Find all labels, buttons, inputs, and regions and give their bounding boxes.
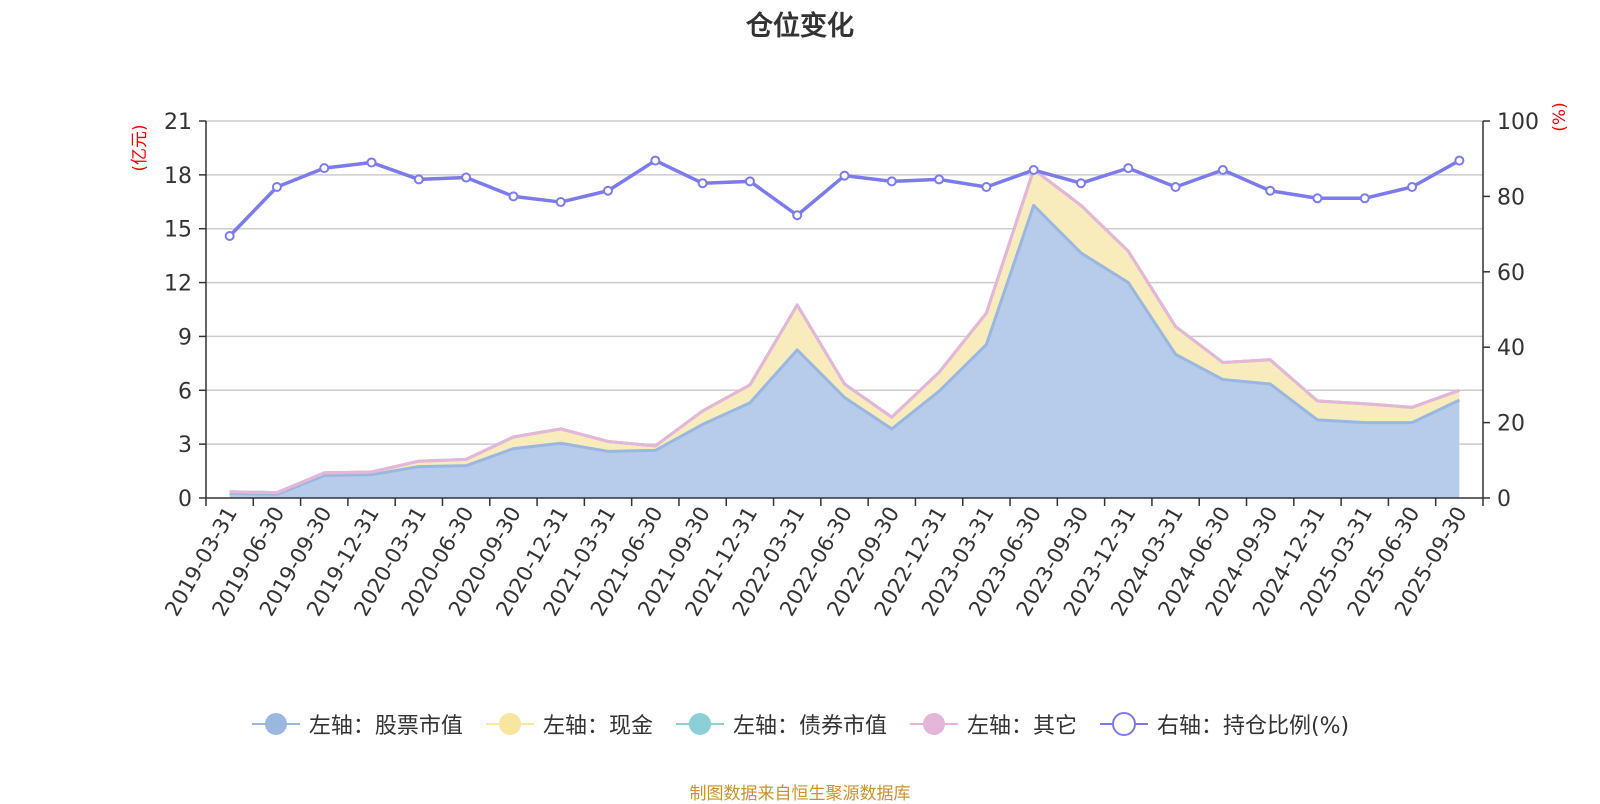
legend-marker-icon — [485, 713, 534, 735]
legend-label: 左轴：其它 — [966, 714, 1077, 739]
ratio-point — [224, 230, 235, 241]
stock-line — [229, 203, 1460, 496]
ratio-point — [1312, 193, 1323, 204]
right-axis-tick-label: 0 — [1497, 487, 1511, 512]
ratio-point — [792, 210, 803, 221]
ratio-point — [1217, 165, 1228, 176]
ratio-point — [1170, 181, 1181, 192]
legend-item-ratio[interactable]: 右轴：持仓比例(%) — [1099, 708, 1349, 740]
legend-item-bond[interactable]: 左轴：债券市值 — [675, 708, 887, 740]
legend-item-other[interactable]: 左轴：其它 — [909, 708, 1077, 740]
right-axis-tick-label: 40 — [1497, 336, 1525, 361]
right-axis-tick-label: 60 — [1497, 261, 1525, 286]
right-axis-tick-label: 100 — [1497, 110, 1539, 135]
legend-marker-icon — [251, 713, 300, 735]
left-axis-tick-label: 0 — [178, 487, 192, 512]
ratio-point — [650, 155, 661, 166]
ratio-point — [744, 176, 755, 187]
left-axis-tick-label: 6 — [178, 379, 192, 404]
legend-label: 左轴：债券市值 — [732, 714, 887, 739]
left-axis-tick-label: 21 — [164, 110, 192, 135]
ratio-point — [886, 176, 897, 187]
left-axis-tick-label: 18 — [164, 164, 192, 189]
ratio-point — [413, 174, 424, 185]
right-axis-unit: (%) — [1550, 102, 1570, 131]
ratio-point — [934, 174, 945, 185]
left-axis-tick-label: 3 — [178, 433, 192, 458]
legend-marker-icon — [675, 713, 724, 735]
ratio-point — [319, 163, 330, 174]
ratio-point — [1265, 185, 1276, 196]
ratio-point — [839, 170, 850, 181]
ratio-point — [981, 181, 992, 192]
legend-label: 左轴：现金 — [542, 714, 653, 739]
chart-area: 0369121518210204060801002019-03-312019-0… — [130, 102, 1570, 620]
right-axis-tick-label: 80 — [1497, 185, 1525, 210]
ratio-point — [1454, 155, 1465, 166]
chart-legend: 左轴：股票市值 左轴：现金 左轴：债券市值 左轴：其它 右轴：持仓比例(%) — [0, 708, 1600, 740]
right-axis-tick-label: 20 — [1497, 412, 1525, 437]
other-line — [229, 167, 1460, 495]
ratio-point — [603, 185, 614, 196]
ratio-point — [508, 191, 519, 202]
legend-marker-icon — [1099, 712, 1148, 736]
chart-title: 仓位变化 — [746, 11, 854, 42]
ratio-point — [1359, 193, 1370, 204]
legend-item-cash[interactable]: 左轴：现金 — [485, 708, 653, 740]
legend-label: 右轴：持仓比例(%) — [1156, 714, 1350, 739]
left-axis-tick-label: 12 — [164, 272, 192, 297]
left-axis-tick-label: 15 — [164, 218, 192, 243]
ratio-point — [1075, 178, 1086, 189]
ratio-point — [366, 157, 377, 168]
left-axis-unit: (亿元) — [130, 124, 150, 171]
ratio-point — [1123, 163, 1134, 174]
legend-marker-icon — [909, 713, 958, 735]
stock-area — [229, 205, 1460, 498]
left-axis-tick-label: 9 — [178, 325, 192, 350]
ratio-point — [271, 181, 282, 192]
ratio-point — [1407, 181, 1418, 192]
ratio-point — [555, 197, 566, 208]
data-source-note: 制图数据来自恒生聚源数据库 — [689, 784, 911, 804]
legend-label: 左轴：股票市值 — [308, 714, 463, 739]
ratio-point — [697, 178, 708, 189]
legend-item-stock[interactable]: 左轴：股票市值 — [251, 708, 463, 740]
ratio-point — [1028, 165, 1039, 176]
ratio-point — [461, 172, 472, 183]
